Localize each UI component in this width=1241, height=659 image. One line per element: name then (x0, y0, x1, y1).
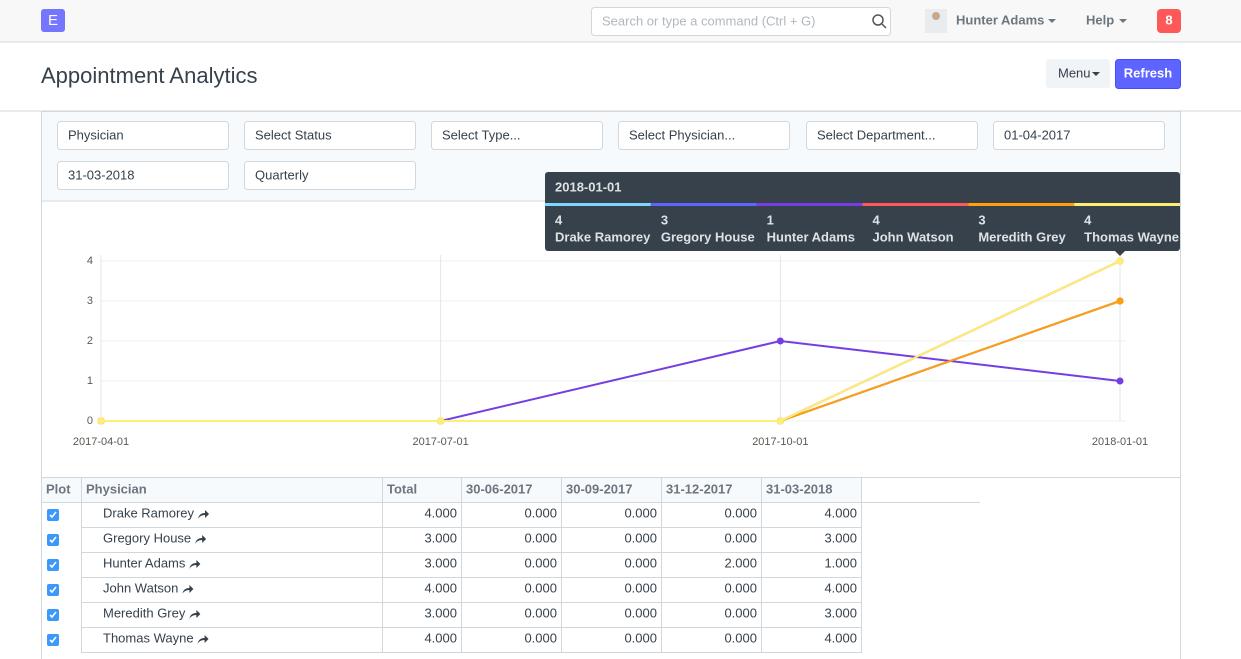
help-menu[interactable]: Help (1086, 12, 1114, 27)
tooltip-name: Drake Ramorey (555, 229, 651, 244)
physician-name[interactable]: Hunter Adams (103, 555, 186, 570)
avatar-face (932, 12, 940, 20)
y-tick-label: 3 (87, 295, 93, 307)
physician-name[interactable]: Meredith Grey (103, 605, 186, 620)
table-cell: 4.000 (424, 505, 457, 520)
table-header (42, 478, 861, 502)
tooltip-name: Gregory House (661, 229, 755, 244)
tooltip-value: 4 (873, 212, 881, 227)
menu-button-label[interactable]: Menu (1058, 65, 1091, 80)
table-cell: 0.000 (724, 505, 757, 520)
tooltip-color-bar (863, 203, 969, 206)
notification-count[interactable]: 8 (1165, 12, 1172, 27)
data-point[interactable] (1117, 298, 1124, 305)
physician-name[interactable]: Drake Ramorey (103, 505, 195, 520)
tooltip-color-bar (968, 203, 1074, 206)
tooltip-name: Thomas Wayne (1084, 229, 1179, 244)
table-cell: 0.000 (724, 630, 757, 645)
tooltip-name: John Watson (873, 229, 954, 244)
tooltip-color-bar (757, 203, 863, 206)
table-cell: 0.000 (624, 605, 657, 620)
y-tick-label: 1 (87, 375, 93, 387)
tooltip-title: 2018-01-01 (555, 179, 622, 194)
table-cell: 0.000 (524, 555, 557, 570)
filter-value[interactable]: 31-03-2018 (68, 167, 135, 182)
table-cell: 4.000 (824, 505, 857, 520)
table-cell: 3.000 (824, 530, 857, 545)
filter-value[interactable]: 01-04-2017 (1004, 127, 1071, 142)
table-cell: 4.000 (824, 580, 857, 595)
column-header: Total (387, 481, 417, 496)
tooltip-name: Meredith Grey (978, 229, 1066, 244)
data-point[interactable] (98, 418, 105, 425)
table-cell: 0.000 (524, 605, 557, 620)
physician-name[interactable]: Gregory House (103, 530, 191, 545)
table-cell: 2.000 (724, 555, 757, 570)
tooltip-value: 1 (767, 212, 774, 227)
user-menu[interactable]: Hunter Adams (956, 12, 1044, 27)
column-header: 31-03-2018 (766, 481, 833, 496)
search-placeholder[interactable]: Search or type a command (Ctrl + G) (602, 13, 816, 28)
tooltip-color-bar (651, 203, 757, 206)
data-point[interactable] (1117, 258, 1124, 265)
data-point[interactable] (1117, 378, 1124, 385)
table-cell: 0.000 (624, 580, 657, 595)
logo-text[interactable]: E (48, 12, 58, 29)
table-cell: 4.000 (424, 580, 457, 595)
table-cell: 0.000 (724, 605, 757, 620)
table-cell: 1.000 (824, 555, 857, 570)
table-cell: 3.000 (424, 605, 457, 620)
x-tick-label: 2017-07-01 (413, 436, 469, 448)
column-header: 30-09-2017 (566, 481, 633, 496)
table-cell: 0.000 (624, 505, 657, 520)
filter-value[interactable]: Quarterly (255, 167, 309, 182)
table-cell: 0.000 (724, 580, 757, 595)
filter-value[interactable]: Select Type... (442, 127, 521, 142)
filter-value[interactable]: Physician (68, 127, 124, 142)
table-cell: 4.000 (824, 630, 857, 645)
tooltip-value: 4 (1084, 212, 1092, 227)
x-tick-label: 2018-01-01 (1092, 436, 1148, 448)
filter-value[interactable]: Select Department... (817, 127, 936, 142)
tooltip-value: 3 (978, 212, 985, 227)
physician-name[interactable]: John Watson (103, 580, 178, 595)
table-cell: 0.000 (524, 630, 557, 645)
tooltip-color-bar (545, 203, 651, 206)
tooltip-name: Hunter Adams (767, 229, 855, 244)
data-point[interactable] (777, 338, 784, 345)
column-header: 31-12-2017 (666, 481, 733, 496)
column-header: Physician (86, 481, 147, 496)
table-cell: 3.000 (424, 555, 457, 570)
y-tick-label: 4 (87, 255, 93, 267)
tooltip-value: 3 (661, 212, 668, 227)
table-cell: 3.000 (424, 530, 457, 545)
filter-value[interactable]: Select Status (255, 127, 332, 142)
table-cell: 0.000 (624, 555, 657, 570)
physician-name[interactable]: Thomas Wayne (103, 630, 194, 645)
y-tick-label: 0 (87, 415, 93, 427)
tooltip-value: 4 (555, 212, 563, 227)
data-point[interactable] (437, 418, 444, 425)
x-tick-label: 2017-10-01 (752, 436, 808, 448)
table-cell: 3.000 (824, 605, 857, 620)
table-cell: 0.000 (524, 505, 557, 520)
table-cell: 4.000 (424, 630, 457, 645)
data-point[interactable] (777, 418, 784, 425)
page-title: Appointment Analytics (41, 63, 257, 88)
table-cell: 0.000 (524, 530, 557, 545)
tooltip-color-bar (1074, 203, 1180, 206)
filter-value[interactable]: Select Physician... (629, 127, 735, 142)
column-header: Plot (46, 481, 71, 496)
x-tick-label: 2017-04-01 (73, 436, 129, 448)
table-cell: 0.000 (724, 530, 757, 545)
refresh-button-label[interactable]: Refresh (1124, 65, 1172, 80)
table-cell: 0.000 (524, 580, 557, 595)
column-header: 30-06-2017 (466, 481, 533, 496)
table-cell: 0.000 (624, 630, 657, 645)
y-tick-label: 2 (87, 335, 93, 347)
table-cell: 0.000 (624, 530, 657, 545)
